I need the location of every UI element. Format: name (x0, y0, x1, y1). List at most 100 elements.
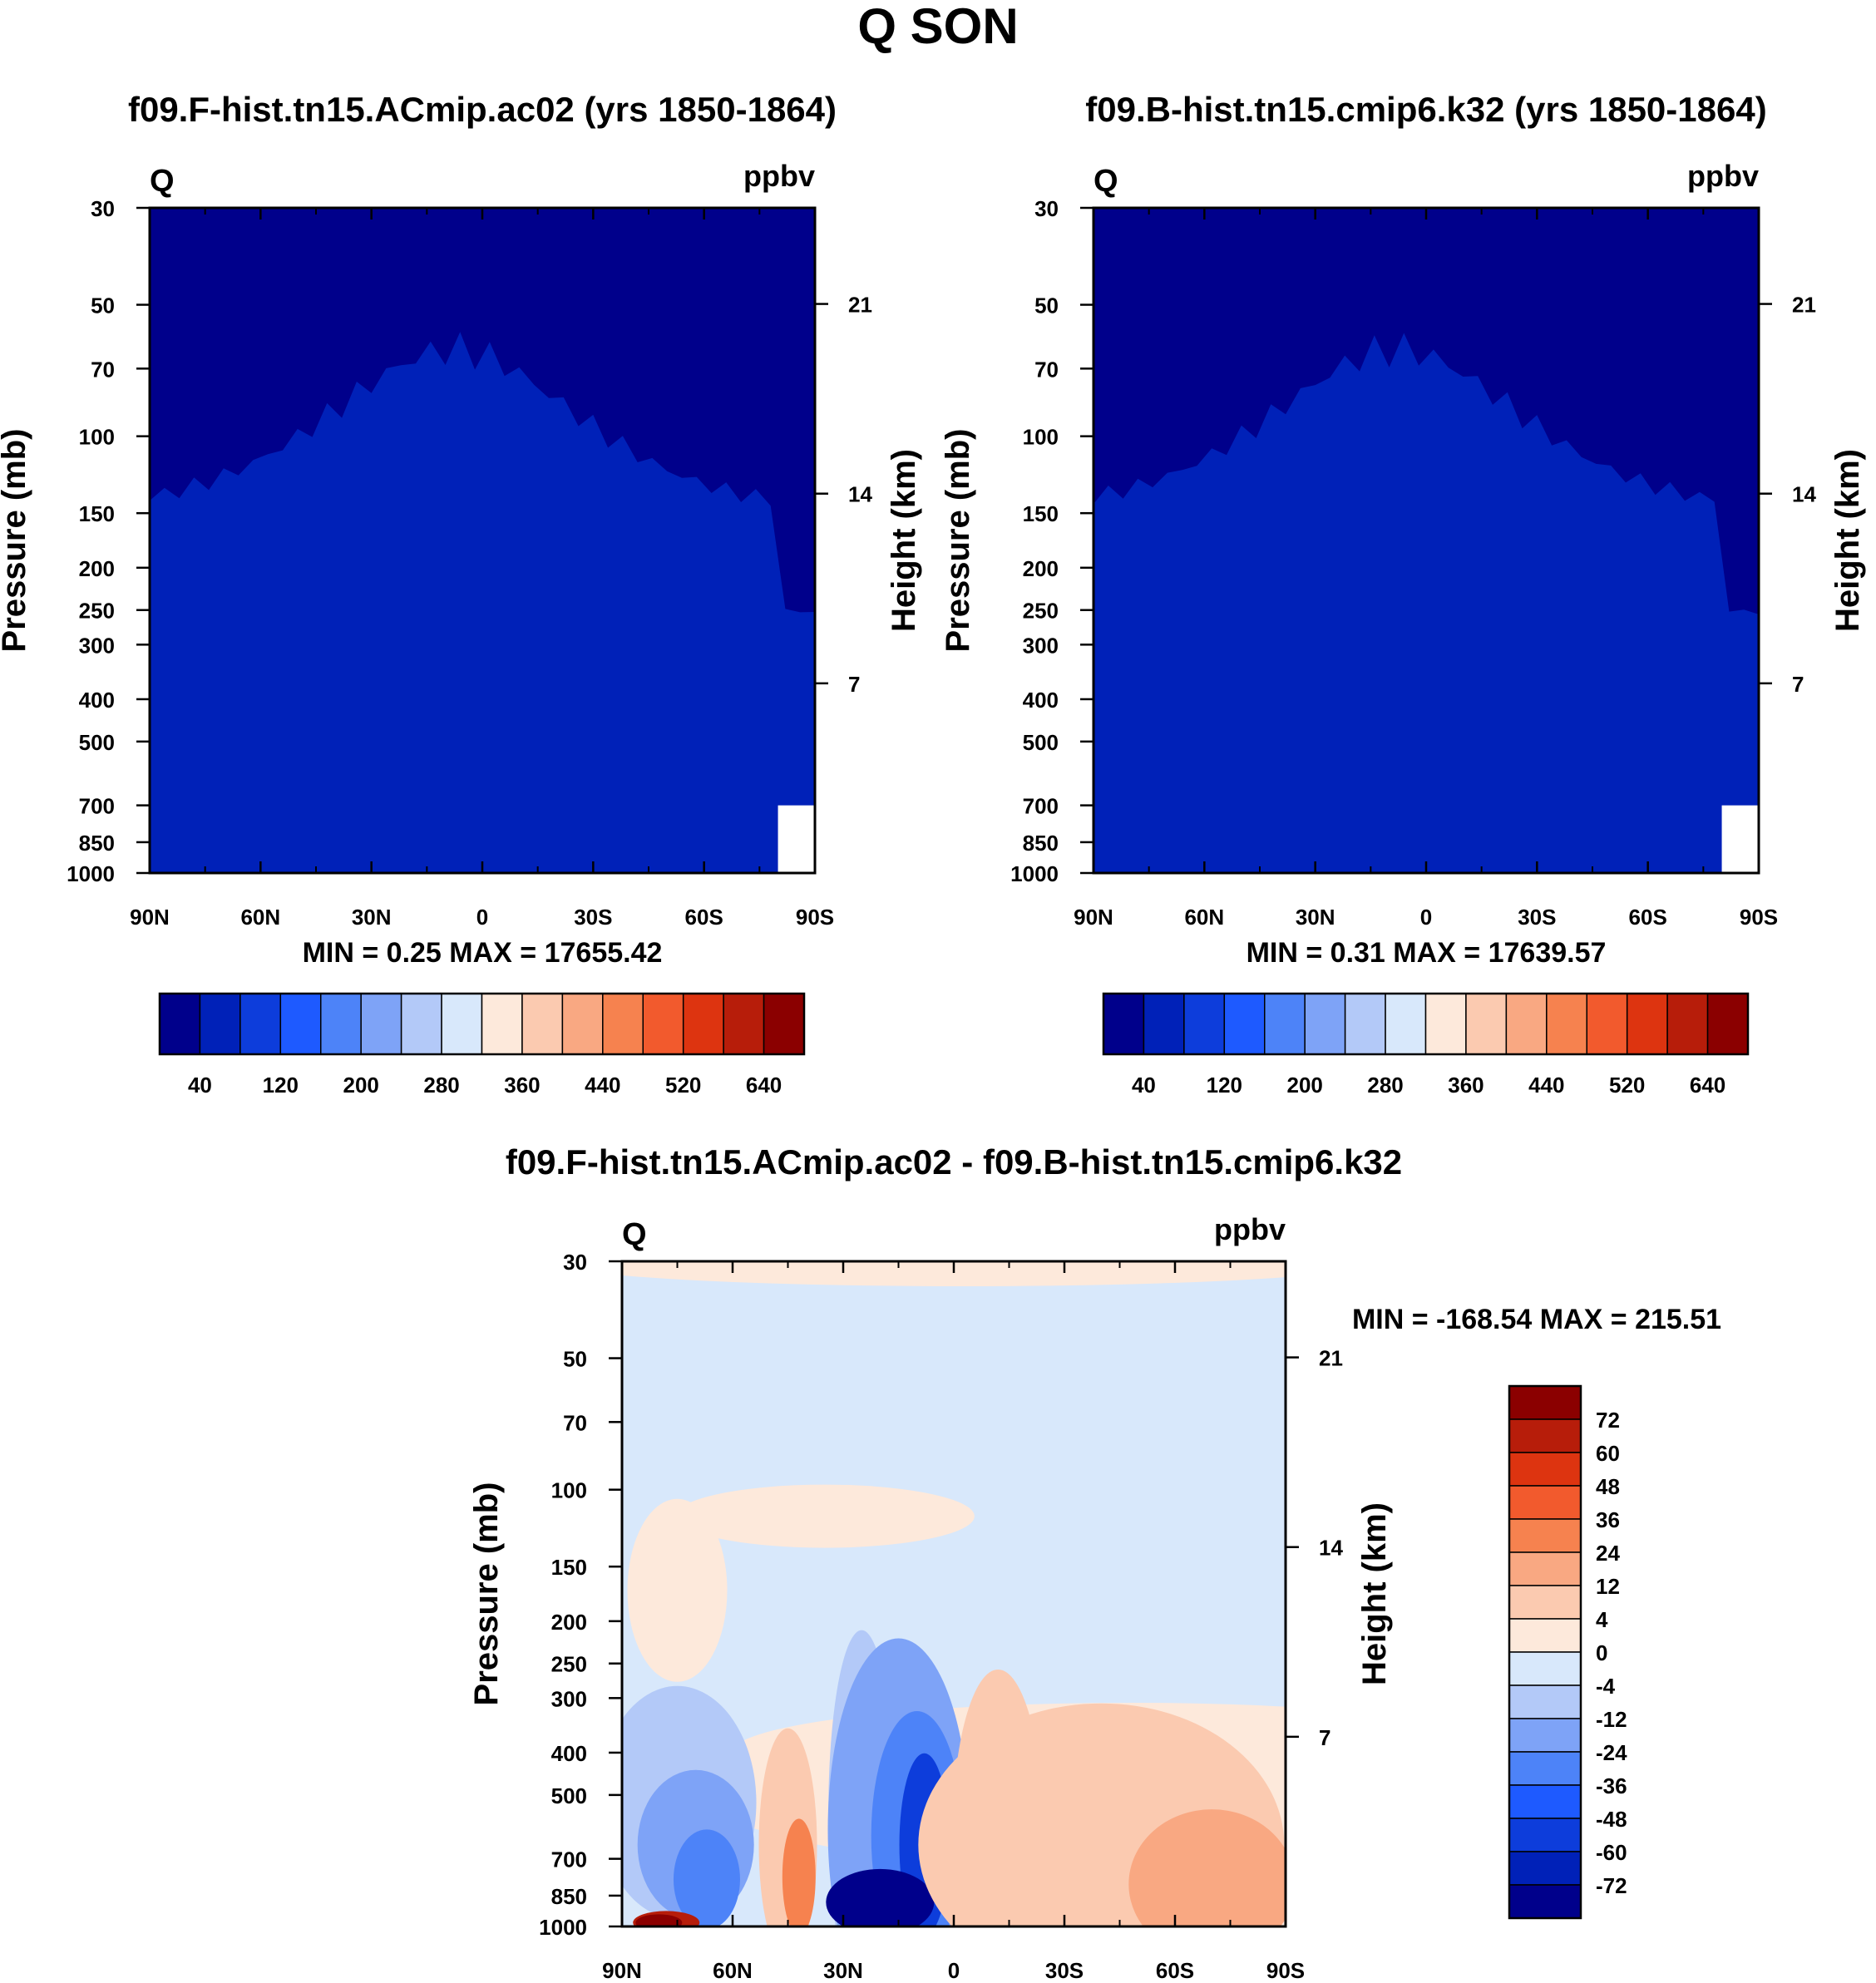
colorbar-label: -36 (1596, 1773, 1627, 1798)
colorbar-swatch (642, 993, 684, 1055)
page-title: Q SON (857, 0, 1018, 54)
variable-label: Q (1094, 164, 1118, 199)
colorbar-swatch (1143, 993, 1185, 1055)
colorbar-swatch (441, 993, 483, 1055)
colorbar-swatch (1183, 993, 1226, 1055)
variable-label: Q (622, 1217, 647, 1252)
colorbar-swatch (1546, 993, 1587, 1055)
colorbar-frame (158, 992, 806, 1056)
units-label: ppbv (743, 159, 815, 193)
y-tick-label: 150 (79, 501, 115, 526)
colorbar-swatch (1666, 993, 1709, 1055)
colorbar-swatch (1344, 993, 1386, 1055)
x-tick-label: 90N (130, 905, 170, 930)
contour-band (150, 332, 815, 873)
contour-blob (1128, 1809, 1286, 1926)
y-tick-label: 1000 (539, 1915, 587, 1940)
y-tick-label: 30 (1034, 196, 1059, 221)
colorbar-swatch (1385, 993, 1427, 1055)
x-tick-label: 30S (1518, 905, 1556, 930)
colorbar-swatch (400, 993, 442, 1055)
height-axis-title: Height (km) (1356, 1502, 1393, 1685)
y-tick-label: 200 (79, 556, 115, 581)
colorbar-frame (1508, 1384, 1582, 1920)
colorbar-swatch (239, 993, 282, 1055)
colorbar-label: -48 (1596, 1807, 1627, 1832)
colorbar-swatch (1586, 993, 1628, 1055)
y-tick-label: 150 (551, 1555, 587, 1580)
colorbar-swatch (1508, 1651, 1582, 1686)
min-max-label: MIN = 0.25 MAX = 17655.42 (303, 937, 663, 969)
colorbar-swatch (481, 993, 523, 1055)
x-tick-label: 60N (713, 1958, 753, 1983)
colorbar-swatch (1508, 1618, 1582, 1653)
colorbar-label: 640 (1690, 1073, 1725, 1098)
colorbar-swatch (1508, 1751, 1582, 1786)
units-label: ppbv (1687, 159, 1759, 193)
missing-data-region (1721, 805, 1759, 873)
contour-band (1094, 333, 1759, 873)
y-tick-label: 250 (551, 1652, 587, 1677)
colorbar-label: -24 (1596, 1740, 1627, 1765)
y-tick-label: 500 (1023, 730, 1059, 755)
y-tick-label: 400 (551, 1741, 587, 1766)
colorbar-swatch (279, 993, 322, 1055)
colorbar-label: 40 (188, 1073, 212, 1098)
height-tick-label: 7 (848, 672, 860, 697)
height-tick-label: 14 (1319, 1536, 1343, 1561)
x-tick-label: 60S (685, 905, 723, 930)
y-tick-label: 300 (1023, 633, 1059, 658)
x-tick-label: 60N (240, 905, 280, 930)
colorbar-label: 60 (1596, 1441, 1620, 1466)
colorbar-label: 640 (746, 1073, 782, 1098)
colorbar-swatch (1508, 1884, 1582, 1919)
units-label: ppbv (1214, 1212, 1286, 1246)
min-max-label: MIN = -168.54 MAX = 215.51 (1352, 1304, 1721, 1335)
x-tick-label: 60N (1184, 905, 1224, 930)
missing-data-region (778, 805, 815, 873)
height-tick-label: 21 (1319, 1346, 1343, 1371)
x-tick-label: 30S (574, 905, 612, 930)
panel-title: f09.B-hist.tn15.cmip6.k32 (yrs 1850-1864… (1085, 90, 1766, 129)
x-tick-label: 0 (948, 1958, 960, 1983)
colorbar-swatch (521, 993, 564, 1055)
y-tick-label: 50 (563, 1347, 587, 1372)
colorbar-swatch (159, 993, 201, 1055)
y-tick-label: 850 (551, 1884, 587, 1909)
y-tick-label: 700 (551, 1847, 587, 1872)
x-tick-label: 0 (1420, 905, 1432, 930)
colorbar-label: 200 (343, 1073, 378, 1098)
x-tick-label: 90S (1266, 1958, 1305, 1983)
y-tick-label: 300 (79, 633, 115, 658)
y-axis-title: Pressure (mb) (940, 429, 976, 653)
y-tick-label: 200 (551, 1610, 587, 1635)
y-tick-label: 50 (1034, 294, 1059, 318)
field-layer (1094, 208, 1759, 873)
colorbar-label: 520 (1609, 1073, 1645, 1098)
colorbar-label: -12 (1596, 1707, 1627, 1732)
colorbar-swatch (763, 993, 805, 1055)
colorbar-label: 36 (1596, 1507, 1620, 1532)
colorbar-label: 0 (1596, 1640, 1607, 1665)
colorbar-label: 440 (1528, 1073, 1564, 1098)
x-tick-label: 30N (352, 905, 392, 930)
height-tick-label: 14 (1792, 482, 1816, 507)
y-tick-label: 100 (79, 425, 115, 450)
x-tick-label: 90S (796, 905, 834, 930)
contour-blob (826, 1868, 935, 1926)
colorbar-swatch (1508, 1418, 1582, 1453)
y-axis-title: Pressure (mb) (468, 1482, 505, 1706)
height-tick-label: 7 (1792, 672, 1804, 697)
height-tick-label: 21 (1792, 293, 1816, 318)
y-tick-label: 400 (1023, 688, 1059, 713)
contour-blob (782, 1818, 816, 1926)
y-tick-label: 1000 (1010, 861, 1059, 886)
colorbar-label: 24 (1596, 1541, 1620, 1566)
height-axis-title: Height (km) (886, 449, 922, 632)
x-tick-label: 90S (1740, 905, 1778, 930)
colorbar-swatch (360, 993, 402, 1055)
colorbar-swatch (1103, 993, 1145, 1055)
x-tick-label: 30N (1296, 905, 1335, 930)
y-tick-label: 150 (1023, 501, 1059, 526)
